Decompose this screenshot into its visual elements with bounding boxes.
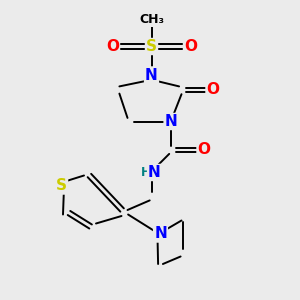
Text: S: S [146,39,157,54]
Text: O: O [197,142,211,158]
Text: H: H [141,166,151,179]
Text: N: N [165,114,177,129]
Text: O: O [184,39,197,54]
Text: N: N [154,226,167,242]
Text: S: S [56,178,67,194]
Text: O: O [206,82,220,98]
Text: CH₃: CH₃ [139,13,164,26]
Text: N: N [148,165,161,180]
Text: O: O [106,39,119,54]
Text: N: N [145,68,158,82]
